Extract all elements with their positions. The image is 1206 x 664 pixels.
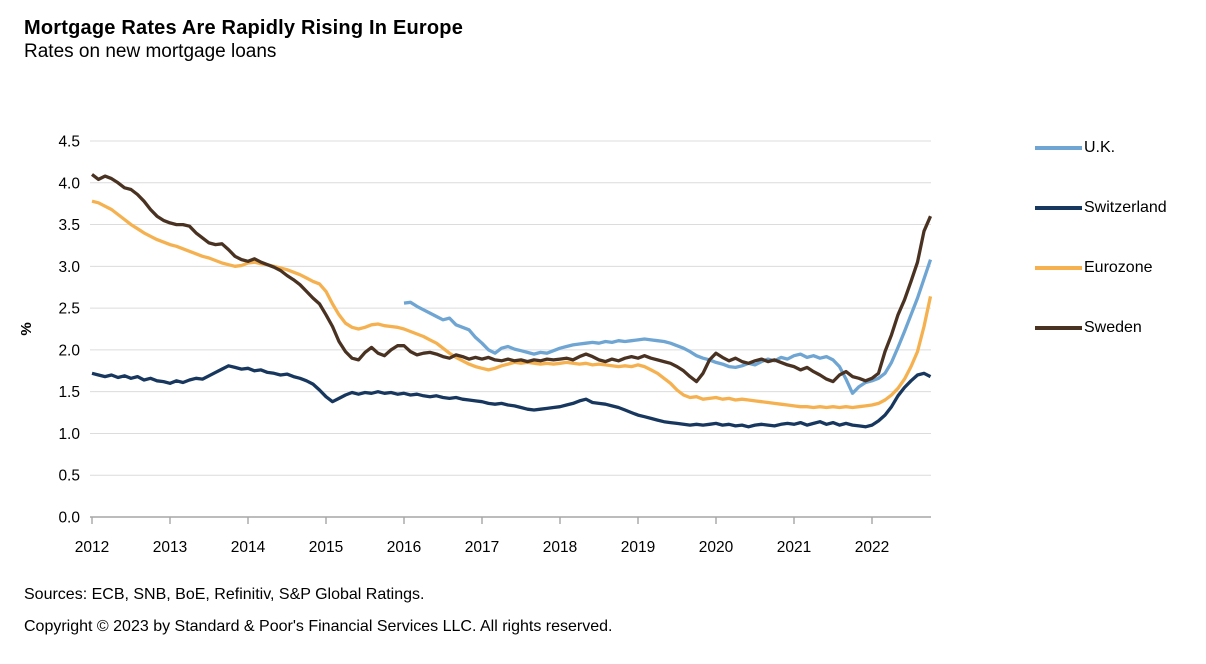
svg-text:3.0: 3.0 xyxy=(58,259,80,276)
svg-text:2022: 2022 xyxy=(855,539,889,556)
svg-text:2012: 2012 xyxy=(75,539,109,556)
svg-text:2014: 2014 xyxy=(231,539,266,556)
legend-item-switzerland: Switzerland xyxy=(1035,196,1167,220)
series-eurozone-line xyxy=(91,199,933,410)
svg-text:0.5: 0.5 xyxy=(58,468,80,485)
series-sweden-line xyxy=(90,173,933,384)
svg-text:3.5: 3.5 xyxy=(58,217,80,234)
copyright-text: Copyright © 2023 by Standard & Poor's Fi… xyxy=(24,618,613,635)
legend-label-uk: U.K. xyxy=(1084,139,1116,156)
legend-label-switzerland: Switzerland xyxy=(1084,199,1167,216)
svg-text:2016: 2016 xyxy=(387,539,421,556)
svg-text:2.5: 2.5 xyxy=(58,301,80,318)
sources-text: Sources: ECB, SNB, BoE, Refinitiv, S&P G… xyxy=(24,586,425,603)
switzerland-line-swatch xyxy=(1035,206,1082,210)
svg-text:2013: 2013 xyxy=(153,539,187,556)
legend-item-uk: U.K. xyxy=(1035,136,1115,160)
series-switzerland-line xyxy=(91,364,932,429)
x-axis xyxy=(90,516,931,524)
svg-text:1.0: 1.0 xyxy=(58,426,80,443)
eurozone-line-swatch xyxy=(1035,266,1082,270)
page-title: Mortgage Rates Are Rapidly Rising In Eur… xyxy=(24,17,464,39)
legend-label-eurozone: Eurozone xyxy=(1084,259,1153,276)
series-uk-line xyxy=(403,259,933,395)
page-subtitle: Rates on new mortgage loans xyxy=(24,41,277,62)
svg-text:2021: 2021 xyxy=(777,539,811,556)
svg-text:1.5: 1.5 xyxy=(58,384,80,401)
svg-text:2017: 2017 xyxy=(465,539,499,556)
svg-text:2019: 2019 xyxy=(621,539,655,556)
svg-text:2015: 2015 xyxy=(309,539,343,556)
svg-text:2020: 2020 xyxy=(699,539,734,556)
y-axis-label: % xyxy=(18,322,35,335)
uk-line-swatch xyxy=(1035,146,1082,150)
svg-text:0.0: 0.0 xyxy=(58,510,80,527)
svg-text:4.0: 4.0 xyxy=(58,175,80,192)
y-tick-labels: 0.0 0.5 1.0 1.5 2.0 2.5 3.0 3.5 4.0 4.5 xyxy=(58,134,80,527)
legend-item-eurozone: Eurozone xyxy=(1035,256,1153,280)
svg-text:2.0: 2.0 xyxy=(58,342,80,359)
svg-text:4.5: 4.5 xyxy=(58,134,80,151)
sweden-line-swatch xyxy=(1035,326,1082,330)
svg-text:2018: 2018 xyxy=(543,539,577,556)
legend-item-sweden: Sweden xyxy=(1035,316,1142,340)
x-tick-labels: 2012 2013 2014 2015 2016 2017 2018 2019 2020 2021… xyxy=(75,539,889,556)
legend-label-sweden: Sweden xyxy=(1084,319,1142,336)
